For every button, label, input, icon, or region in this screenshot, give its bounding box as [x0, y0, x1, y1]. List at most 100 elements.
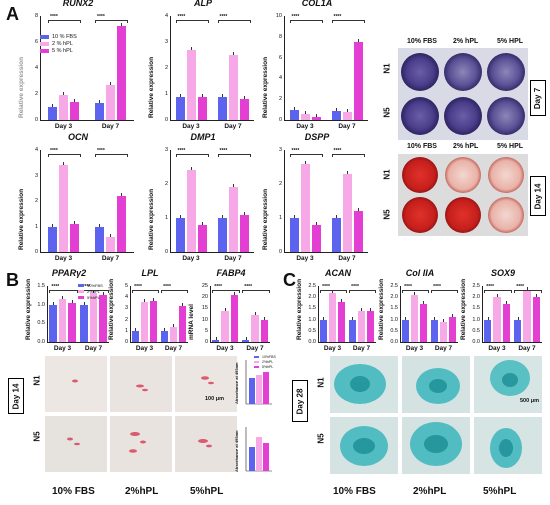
a-runx2-bar [117, 26, 126, 120]
b-chart-0-x-axis [47, 342, 109, 343]
ar-col-5hpl: 5% HPL [497, 143, 524, 150]
c-chart-0-sig-marker: **** [351, 284, 359, 290]
b-chart-2-sig-marker: **** [214, 284, 223, 290]
a-ocn-x-axis [40, 252, 134, 253]
a-dmp1-error-bar [179, 215, 181, 218]
c-chart-0-y-tick: 1.5 [308, 305, 316, 312]
legend-swatch-fbs [40, 35, 49, 39]
panel-b-letter: B [6, 270, 19, 290]
day7-box: Day 7 [530, 80, 546, 116]
a-dmp1-x-label: Day 3 [182, 255, 200, 262]
a-alp-sig-bracket [175, 20, 209, 23]
a-dmp1-y-tick: 2 [164, 181, 168, 187]
ar-row-n5: N5 [382, 209, 392, 220]
a-runx2-x-label: Day 3 [54, 123, 73, 130]
a-ocn-error-bar [52, 223, 53, 227]
a-runx2-bar [48, 107, 57, 120]
a-alp-sig-bracket [217, 20, 251, 23]
c-chart-0-x-axis [318, 342, 376, 343]
c-chart-2-error-bar [517, 316, 519, 320]
b-chart-1-bar [132, 330, 140, 342]
c-chart-2-x-label: Day 3 [488, 345, 506, 352]
abs-ylabel-n1: Absorbance at 493nm [234, 362, 239, 404]
ar-row-n1: N1 [382, 169, 392, 180]
b-chart-1-sig-bracket [132, 290, 159, 293]
a-alp-bar [186, 49, 196, 120]
b-chart-1-sig-marker: **** [134, 284, 142, 290]
c-col-2hpl: 2%hPL [413, 486, 447, 497]
a-ocn-y-tick: 3 [34, 172, 38, 179]
photo-col-2hpl: 2% hPL [453, 38, 479, 45]
panel-b-legend: 10%FBS 2%hPL 5%hPL [78, 283, 103, 301]
b-chart-2-y-tick: 10 [201, 316, 208, 323]
b-chart-0-y-tick: 1.5 [37, 283, 45, 289]
a-dmp1-error-bar [232, 184, 234, 188]
a-runx2-bar [95, 103, 104, 120]
legend-label-2hpl: 2 % hPL [52, 41, 73, 47]
b-chart-0-bar [49, 304, 57, 342]
a-dmp1-chart: DMP1 0 1 2 3 Relative expression Day 3 **** Day … [148, 132, 258, 264]
day14-box-b: Day 14 [8, 378, 24, 414]
c-chart-0-y-axis [318, 286, 319, 342]
c-chart-2-y-tick: 2.0 [472, 294, 480, 301]
b-chart-0-error-bar [52, 301, 54, 305]
b-col-fbs: 10% FBS [52, 486, 95, 497]
c-chart-1-bar [402, 319, 410, 342]
c-chart-1-sig-bracket [431, 290, 458, 293]
b-chart-0-bar [80, 304, 88, 342]
b-chart-2-bar [242, 339, 250, 342]
b-chart-1-error-bar [153, 297, 154, 301]
a-alp-y-tick: 4 [164, 13, 168, 19]
c-chart-2-chart: SOX9 0.0 0.5 1.0 1.5 2.0 2.5 Relative expressio… [460, 268, 546, 354]
a-col1a-y-tick: 4 [278, 75, 282, 82]
a-ocn-title: OCN [68, 132, 88, 142]
a-col1a-y-axis [284, 16, 285, 120]
a-alp-bar [239, 99, 249, 120]
c-chart-2-y-tick: 0.0 [472, 339, 480, 345]
a-dspp-bar [342, 173, 352, 252]
c-chart-0-title: ACAN [325, 268, 351, 278]
a-ocn-x-label: Day 3 [54, 255, 73, 262]
b-chart-2-x-label: Day 3 [216, 345, 234, 352]
a-ocn-sig-marker: **** [50, 148, 58, 154]
a-ocn-sig-marker: **** [97, 148, 105, 154]
a-col1a-y-tick: 8 [278, 33, 282, 40]
b-chart-0-error-bar [83, 301, 85, 305]
a-runx2-y-tick: 0 [34, 117, 38, 123]
b-chart-2-y-tick: 20 [201, 294, 208, 301]
a-col1a-y-tick: 10 [275, 13, 282, 19]
a-col1a-error-bar [293, 106, 295, 110]
c-chart-0-bar [337, 301, 345, 342]
b-chart-0-bar [58, 299, 67, 342]
c-chart-1-y-tick: 0.5 [390, 327, 398, 334]
a-col1a-x-label: Day 7 [338, 123, 356, 130]
b-chart-0-y-label: Relative expression [25, 278, 32, 340]
b-chart-0-error-bar [62, 296, 63, 300]
a-runx2-title: RUNX2 [62, 0, 94, 8]
a-runx2-error-bar [99, 100, 100, 104]
a-col1a-sig-bracket [289, 20, 323, 23]
b-row-n1: N1 [32, 375, 42, 386]
b-chart-1-error-bar [135, 327, 136, 331]
a-col1a-title: COL1A [301, 0, 333, 8]
a-alp-y-tick: 2 [164, 65, 168, 71]
a-dspp-y-tick: 0 [278, 249, 282, 255]
absorbance-chart-n1 [243, 358, 273, 406]
a-alp-error-bar [221, 93, 223, 97]
a-dspp-x-axis [284, 252, 368, 253]
a-dspp-bar [331, 218, 341, 252]
a-dspp-chart: DSPP 0 1 2 3 Relative expression Day 3 **** Day … [262, 132, 372, 264]
c-chart-2-bar [514, 319, 522, 342]
a-dmp1-sig-bracket [217, 154, 251, 157]
a-col1a-error-bar [357, 39, 359, 42]
b-chart-0-bar [89, 293, 98, 342]
a-runx2-bar [70, 101, 79, 120]
a-dmp1-y-tick: 3 [164, 147, 168, 153]
a-runx2-y-tick: 2 [34, 91, 38, 97]
b-chart-1-y-tick: 1 [124, 327, 128, 334]
a-alp-bar [217, 96, 227, 120]
day14-box-a: Day 14 [530, 176, 546, 216]
b-chart-0-y-tick: 0.5 [37, 320, 45, 327]
a-col1a-bar [331, 110, 341, 120]
a-ocn-y-tick: 4 [34, 147, 38, 153]
